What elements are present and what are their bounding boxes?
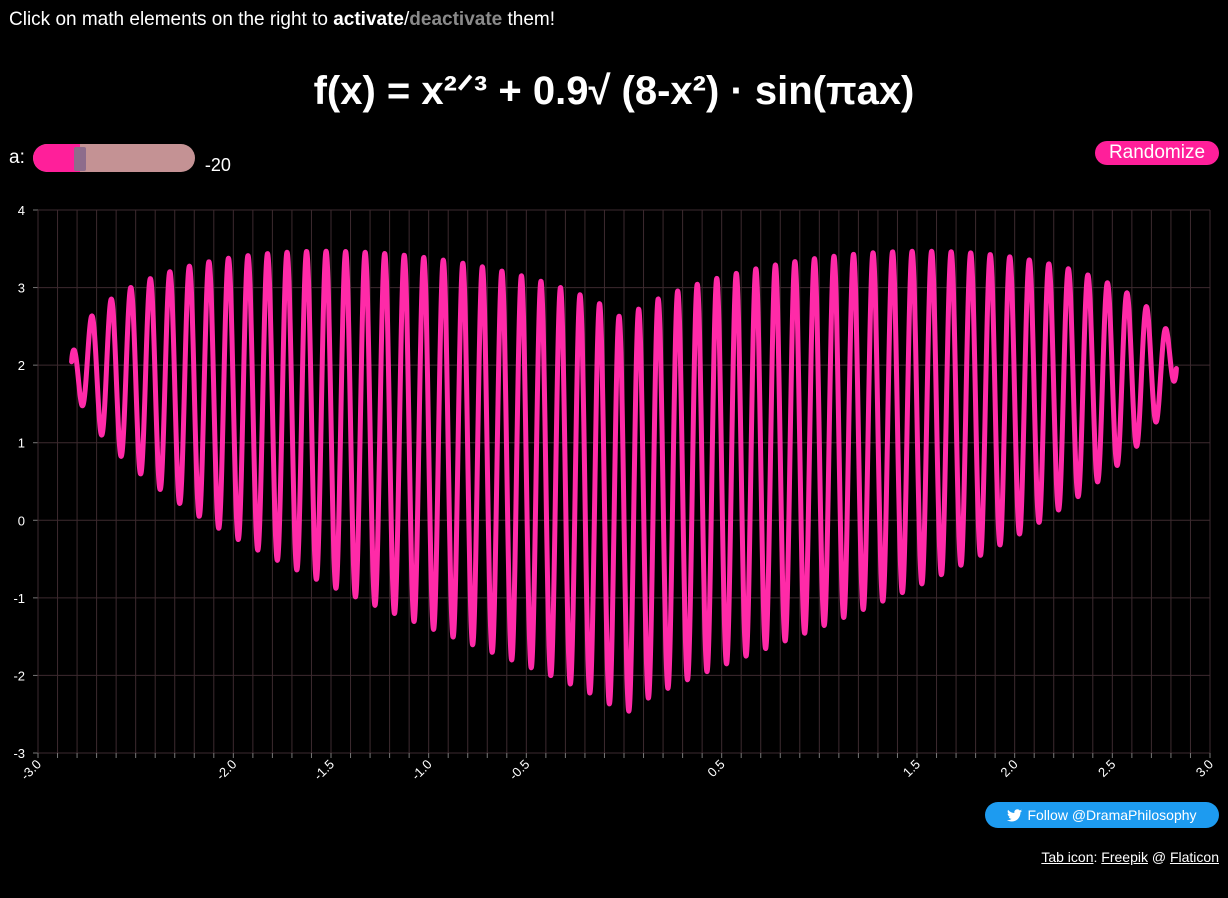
credits: Tab icon: Freepik @ Flaticon — [1041, 849, 1219, 865]
formula-lhs: f(x) = — [313, 69, 422, 113]
x-tick-label: 2.0 — [997, 757, 1020, 780]
formula-sqrt-term[interactable]: √ (8-x²) — [588, 69, 720, 113]
y-tick-label: 2 — [18, 358, 25, 373]
y-tick-label: -1 — [13, 591, 25, 606]
instructions-slash: / — [404, 9, 410, 30]
x-tick-label: 0.5 — [704, 757, 727, 780]
instructions-prefix: Click on math elements on the right to — [9, 9, 334, 30]
slider-thumb[interactable] — [73, 147, 86, 171]
y-tick-label: -3 — [13, 746, 25, 761]
formula-sin-term[interactable]: sin(πax) — [754, 69, 915, 113]
a-slider-row: a: -20 — [9, 143, 231, 175]
y-tick-label: 1 — [18, 436, 25, 451]
x-tick-label: -2.0 — [213, 757, 239, 783]
x-tick-label: 1.5 — [900, 757, 923, 780]
tab-icon-link[interactable]: Tab icon — [1041, 849, 1094, 865]
function-curve — [69, 248, 1179, 714]
a-slider[interactable] — [32, 144, 195, 172]
y-tick-label: 0 — [18, 513, 25, 528]
x-tick-label: 3.0 — [1193, 757, 1216, 780]
twitter-bird-icon — [1007, 808, 1023, 821]
flaticon-link[interactable]: Flaticon — [1169, 849, 1219, 865]
credit-colon: : — [1093, 849, 1102, 865]
x-tick-label: -1.0 — [408, 757, 434, 783]
x-tick-label: 2.5 — [1095, 757, 1118, 780]
formula-display: f(x) = x²ᐟ³ + 0.9√ (8-x²) · sin(πax) — [0, 68, 1228, 114]
randomize-button[interactable]: Randomize — [1095, 141, 1219, 165]
y-tick-label: 4 — [18, 203, 25, 218]
slider-fill — [32, 144, 80, 172]
freepik-link[interactable]: Freepik — [1101, 849, 1148, 865]
formula-plus: + — [487, 69, 533, 113]
activate-word: activate — [333, 9, 404, 30]
y-tick-label: 3 — [18, 281, 25, 296]
formula-dot: · — [719, 69, 755, 113]
instructions-text: Click on math elements on the right to a… — [9, 9, 555, 31]
instructions-suffix: them! — [502, 9, 556, 30]
x-tick-label: -0.5 — [506, 757, 532, 783]
follow-label: Follow @DramaPhilosophy — [1027, 807, 1197, 823]
formula-coefficient[interactable]: 0.9 — [532, 69, 589, 113]
follow-twitter-button[interactable]: Follow @DramaPhilosophy — [985, 802, 1219, 828]
formula-term-power[interactable]: x²ᐟ³ — [421, 69, 488, 113]
deactivate-word: deactivate — [409, 9, 503, 30]
slider-value: -20 — [204, 154, 231, 175]
credit-at: @ — [1147, 849, 1170, 865]
x-tick-label: -1.5 — [311, 757, 337, 783]
y-tick-label: -2 — [13, 668, 25, 683]
slider-label: a: — [9, 147, 25, 168]
